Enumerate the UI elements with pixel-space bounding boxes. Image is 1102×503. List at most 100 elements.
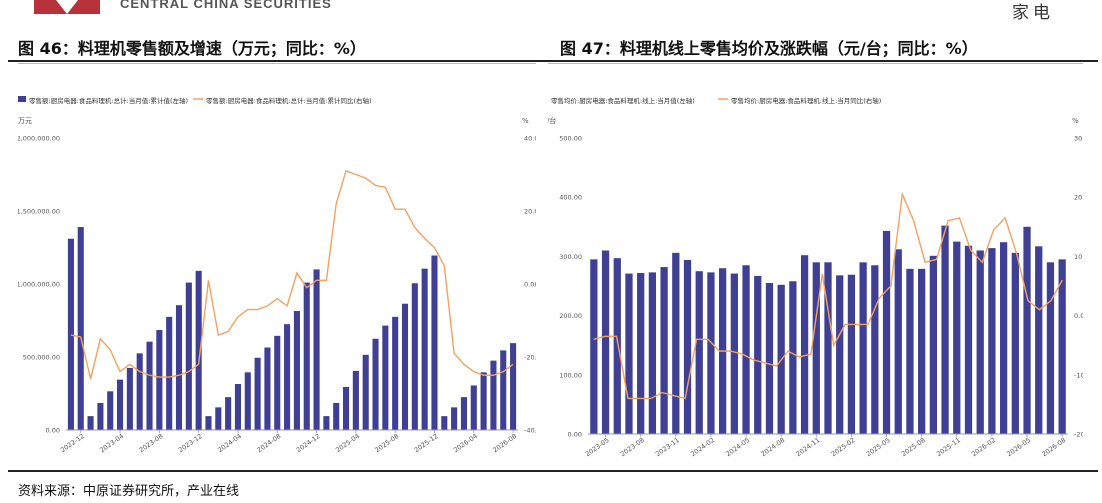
left-x-tick-label: 2024-04: [216, 432, 243, 454]
right-right-tick-label: -10.00: [1074, 371, 1083, 379]
right-right-tick-label: 30.00: [1074, 135, 1083, 143]
left-x-tick-label: 2023-04: [98, 432, 125, 454]
right-bar: [1011, 252, 1019, 434]
left-left-tick-label: 1,000,000.00: [18, 281, 60, 289]
left-bar: [166, 316, 173, 430]
right-bar: [918, 268, 926, 434]
right-bar: [672, 252, 680, 434]
right-x-tick-label: 2023-11: [654, 436, 681, 458]
logo-text: CENTRAL CHINA SECURITIES: [120, 0, 332, 11]
right-legend-bar-label: 零售均价:厨房电器:食品料理机:线上:当月值(左轴): [551, 96, 695, 105]
right-growth-line: [593, 191, 1063, 400]
right-bar: [1046, 262, 1055, 434]
right-x-tick-label: 2026-08: [1040, 436, 1067, 458]
right-right-tick-label: -20.00: [1074, 431, 1083, 439]
left-right-tick-label: -40.00: [524, 427, 536, 435]
left-bar: [401, 303, 409, 430]
company-logo: [34, 0, 100, 14]
right-x-tick-label: 2026-02: [970, 436, 997, 458]
right-x-tick-label: 2025-08: [900, 436, 927, 458]
right-x-tick-label: 2026-05: [1005, 436, 1032, 458]
right-x-tick-label: 2024-05: [724, 436, 751, 458]
left-x-tick-label: 2024-08: [256, 432, 283, 454]
right-left-tick-label: 500.00: [559, 135, 582, 143]
left-legend-bar-label: 零售额:厨房电器:食品料理机:总计:当月值:累计值(左轴): [29, 96, 188, 105]
right-bar: [637, 272, 645, 434]
left-bar: [293, 311, 300, 430]
left-bar: [372, 338, 379, 430]
left-bar: [126, 367, 133, 430]
right-bar: [625, 273, 633, 434]
right-bar: [683, 259, 692, 434]
left-panel-border: [18, 63, 536, 64]
left-left-tick-label: 500,000.00: [23, 354, 60, 362]
right-right-tick-label: 0.00: [1074, 312, 1083, 320]
right-bar: [894, 249, 902, 434]
left-bar: [451, 407, 458, 430]
left-bar: [490, 360, 497, 430]
right-left-tick-label: 300.00: [559, 253, 582, 261]
right-right-tick-label: 20.00: [1074, 194, 1083, 202]
right-bar: [964, 245, 973, 434]
left-right-tick-label: 40.00: [524, 135, 536, 143]
left-x-tick-label: 2025-04: [334, 432, 361, 454]
left-bar: [343, 386, 350, 430]
right-bar: [742, 265, 750, 434]
left-legend-line-label: 零售额:厨房电器:食品料理机:总计:当月值:累计同比(右轴): [206, 96, 372, 105]
right-bar: [953, 241, 961, 434]
right-bar: [871, 265, 879, 434]
right-bar: [836, 275, 844, 434]
left-bar: [411, 283, 418, 430]
left-x-tick-label: 2026-08: [491, 432, 518, 454]
left-bar: [382, 325, 389, 430]
left-bar: [175, 305, 183, 430]
right-bar: [941, 225, 949, 434]
left-x-tick-label: 2026-04: [452, 432, 479, 454]
right-bar: [800, 255, 809, 434]
left-right-unit: %: [522, 117, 529, 125]
left-bar: [205, 416, 212, 430]
right-bar: [648, 272, 657, 434]
left-x-tick-label: 2024-12: [295, 432, 322, 454]
retail-sales-chart: 零售额:厨房电器:食品料理机:总计:当月值:累计值(左轴) 零售额:厨房电器:食品…: [18, 96, 536, 454]
left-bar: [421, 268, 428, 430]
right-bar: [660, 267, 668, 434]
right-bar: [929, 255, 937, 434]
left-bar: [284, 324, 291, 430]
left-bar: [480, 372, 487, 430]
left-bar: [362, 354, 369, 430]
right-x-tick-label: 2025-02: [830, 436, 857, 458]
left-x-tick-label: 2025-08: [373, 432, 400, 454]
right-left-tick-label: 0.00: [568, 431, 582, 439]
right-bar: [601, 250, 610, 434]
left-bar: [460, 397, 467, 430]
left-bar: [156, 329, 163, 430]
left-bar: [234, 384, 241, 430]
right-bar: [812, 262, 820, 434]
right-left-tick-label: 200.00: [559, 312, 582, 320]
right-x-tick-label: 2024-02: [689, 436, 716, 458]
left-x-tick-label: 2022-12: [59, 432, 86, 454]
left-bar: [185, 282, 192, 430]
left-growth-line: [70, 169, 514, 380]
figure-46-title: 图 46：料理机零售额及增速（万元；同比：%）: [18, 39, 366, 58]
left-right-tick-label: 0.00: [524, 281, 536, 289]
right-bar: [707, 272, 715, 434]
right-bar: [906, 268, 914, 434]
right-bar: [847, 274, 856, 434]
left-right-tick-label: -20.00: [524, 354, 536, 362]
left-bar: [67, 238, 74, 430]
right-x-tick-label: 2024-08: [759, 436, 786, 458]
left-bar: [136, 353, 143, 430]
right-bar: [765, 283, 774, 434]
top-rule: [8, 60, 1098, 62]
right-bar: [730, 273, 738, 434]
left-right-tick-label: 20.00: [524, 208, 536, 216]
left-bar: [392, 316, 399, 430]
left-bar: [274, 335, 281, 430]
left-left-tick-label: 0.00: [46, 427, 60, 435]
right-bar: [754, 275, 762, 434]
left-bar: [107, 391, 114, 430]
right-bar: [1023, 226, 1031, 434]
right-bar: [882, 230, 891, 434]
